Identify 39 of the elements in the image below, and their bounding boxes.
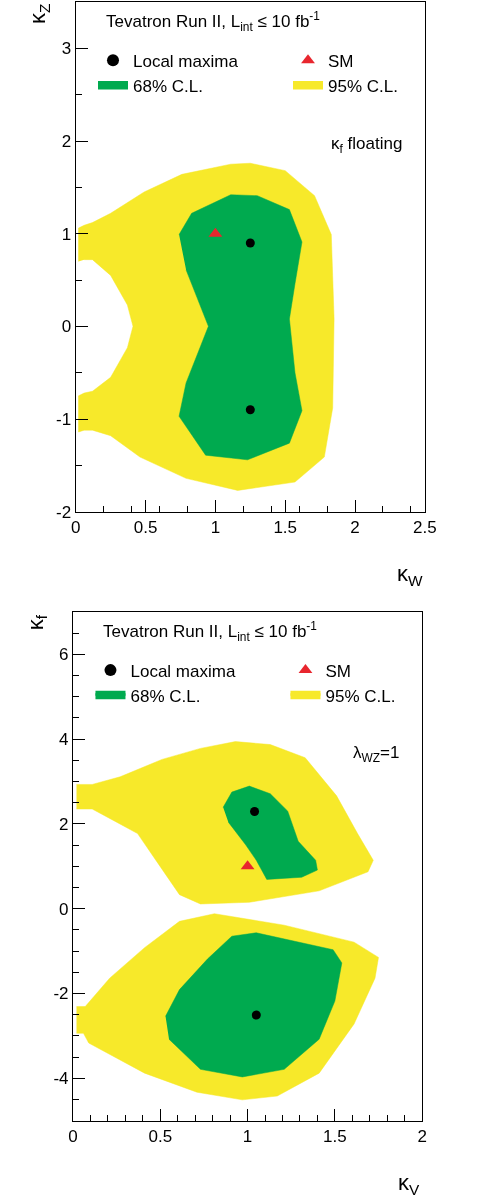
legend-label: 95% C.L.: [328, 77, 398, 97]
x-axis-title: κ$_{W}$: [397, 561, 423, 589]
y-tick-label: 0: [61, 317, 72, 337]
y-tick-label: 2: [61, 131, 72, 151]
point: [250, 807, 260, 817]
annotation: κ$_{f}$ floating: [331, 134, 403, 156]
x-tick-label: 0.5: [133, 518, 158, 538]
legend-title: Tevatron Run II, L$_{int}$ ≤ 10 fb$^{-1}$: [103, 619, 318, 644]
y-tick-label: -2: [56, 502, 72, 522]
y-tick-label: 0: [59, 899, 69, 919]
legend-label: 68% C.L.: [133, 77, 203, 97]
y-tick-label: 1: [61, 224, 72, 244]
x-tick-label: 1: [210, 518, 221, 538]
x-tick-label: 2.5: [413, 518, 437, 538]
legend-label: Local maxima: [130, 661, 236, 681]
y-tick-label: -4: [53, 1069, 69, 1089]
y-tick-label: 6: [59, 645, 69, 665]
legend-label: Local maxima: [133, 51, 239, 71]
point: [245, 405, 255, 415]
x-tick-label: 1.5: [323, 1127, 347, 1147]
y-tick-label: 2: [59, 814, 69, 834]
point: [251, 1010, 261, 1020]
legend-label: SM: [328, 51, 354, 71]
x-axis-title: κ$_{V}$: [398, 1170, 420, 1198]
y-tick-label: -2: [53, 984, 69, 1004]
legend-title: Tevatron Run II, L$_{int}$ ≤ 10 fb$^{-1}$: [106, 9, 321, 34]
y-tick-label: 4: [59, 730, 69, 750]
legend-label: 95% C.L.: [325, 686, 396, 706]
x-tick-label: 1: [242, 1127, 253, 1147]
x-tick-label: 2: [417, 1127, 427, 1147]
legend-label: 68% C.L.: [130, 686, 201, 706]
y-tick-label: 3: [61, 39, 72, 59]
y-tick-label: -1: [56, 409, 72, 429]
x-tick-label: 2: [350, 518, 360, 538]
point: [245, 238, 255, 248]
annotation: λ$_{WZ}$=1: [353, 743, 400, 765]
x-tick-label: 0.5: [148, 1127, 173, 1147]
x-tick-label: 1.5: [273, 518, 298, 538]
legend-label: SM: [325, 661, 351, 681]
